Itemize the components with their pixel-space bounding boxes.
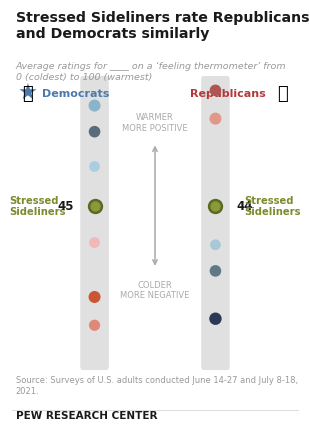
Point bbox=[92, 129, 97, 136]
Point bbox=[92, 294, 97, 301]
Text: Source: Surveys of U.S. adults conducted June 14-27 and July 8-18,
2021.: Source: Surveys of U.S. adults conducted… bbox=[16, 375, 298, 395]
Text: Stressed
Sideliners: Stressed Sideliners bbox=[244, 195, 301, 217]
Point bbox=[213, 116, 218, 123]
Text: Average ratings for ____ on a ‘feeling thermometer’ from
0 (coldest) to 100 (war: Average ratings for ____ on a ‘feeling t… bbox=[16, 62, 286, 82]
Text: WARMER
MORE POSITIVE: WARMER MORE POSITIVE bbox=[122, 113, 188, 132]
Text: Stressed Sideliners rate Republicans
and Democrats similarly: Stressed Sideliners rate Republicans and… bbox=[16, 11, 309, 41]
Point bbox=[92, 103, 97, 110]
FancyBboxPatch shape bbox=[201, 77, 230, 370]
Point bbox=[213, 203, 218, 210]
Text: Democrats: Democrats bbox=[42, 89, 110, 98]
Point bbox=[213, 88, 218, 95]
Text: 44: 44 bbox=[237, 200, 253, 213]
Point bbox=[92, 240, 97, 247]
Text: Republicans: Republicans bbox=[190, 89, 266, 98]
Point bbox=[92, 322, 97, 329]
Point bbox=[213, 316, 218, 322]
Text: PEW RESEARCH CENTER: PEW RESEARCH CENTER bbox=[16, 410, 157, 420]
Point bbox=[92, 203, 97, 210]
Text: 🐴: 🐴 bbox=[23, 84, 33, 102]
Text: 45: 45 bbox=[57, 200, 73, 213]
Point bbox=[213, 242, 218, 249]
Point bbox=[213, 268, 218, 275]
Text: COLDER
MORE NEGATIVE: COLDER MORE NEGATIVE bbox=[120, 280, 190, 299]
Text: 🐘: 🐘 bbox=[277, 84, 287, 102]
Text: Stressed
Sideliners: Stressed Sideliners bbox=[9, 195, 66, 217]
FancyBboxPatch shape bbox=[80, 77, 109, 370]
Text: ★: ★ bbox=[18, 83, 38, 103]
Point bbox=[92, 164, 97, 171]
